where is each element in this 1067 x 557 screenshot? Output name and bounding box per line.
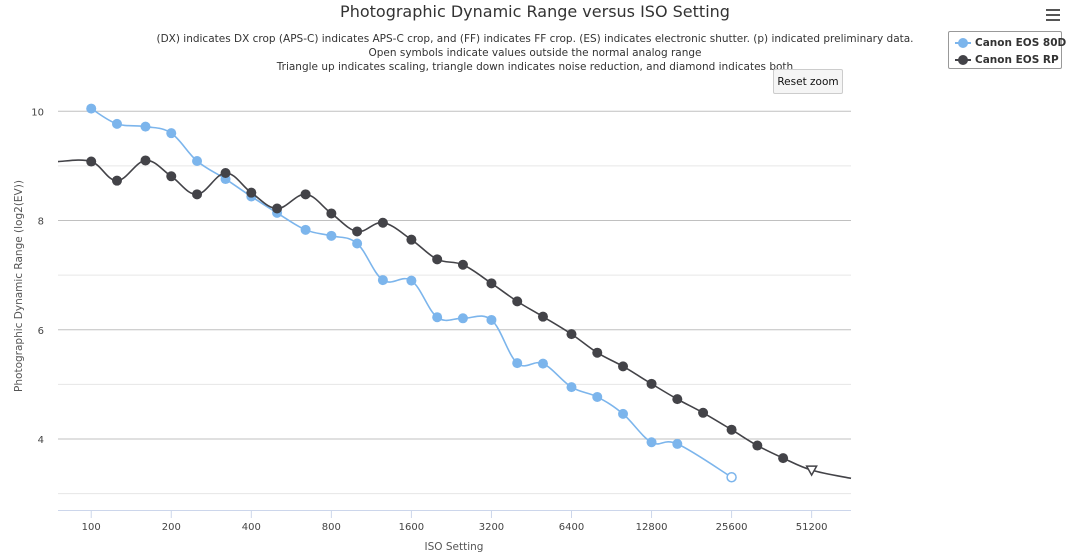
- y-tick-label: 4: [38, 435, 44, 446]
- data-point: [537, 311, 548, 322]
- data-point: [537, 358, 548, 369]
- data-point-open: [726, 471, 737, 483]
- chart-subtitle-line: Open symbols indicate values outside the…: [368, 47, 701, 59]
- x-tick-label: 800: [322, 522, 341, 533]
- data-point: [140, 121, 151, 132]
- legend-marker-icon: [955, 37, 971, 49]
- data-point: [566, 382, 577, 393]
- data-point: [698, 407, 709, 418]
- data-point: [432, 312, 443, 323]
- data-point: [272, 203, 283, 214]
- data-point: [672, 438, 683, 449]
- hamburger-menu-icon[interactable]: [1044, 6, 1064, 24]
- legend-label: Canon EOS RP: [975, 54, 1059, 66]
- data-point: [726, 424, 737, 435]
- x-axis-title: ISO Setting: [425, 541, 484, 553]
- data-point: [512, 296, 523, 307]
- data-point: [111, 118, 122, 129]
- series-line: [90, 107, 733, 478]
- data-point: [377, 217, 388, 228]
- data-point: [457, 313, 468, 324]
- series-layer: [57, 103, 852, 483]
- legend-marker-icon: [955, 54, 971, 66]
- data-point: [618, 361, 629, 372]
- data-point: [566, 329, 577, 340]
- x-tick-label: 25600: [716, 522, 748, 533]
- data-point: [140, 155, 151, 166]
- data-point: [432, 254, 443, 265]
- data-point: [86, 103, 97, 114]
- data-point: [646, 437, 657, 448]
- data-point: [192, 156, 203, 167]
- legend-label: Canon EOS 80D: [975, 37, 1067, 49]
- data-point: [326, 230, 337, 241]
- data-point: [300, 189, 311, 200]
- data-point: [220, 168, 231, 179]
- data-point: [166, 171, 177, 182]
- data-point: [778, 453, 789, 464]
- data-point: [326, 208, 337, 219]
- chart-subtitle-line: Triangle up indicates scaling, triangle …: [276, 61, 793, 73]
- y-tick-label: 10: [31, 107, 44, 118]
- data-point: [192, 189, 203, 200]
- y-axis-title: Photographic Dynamic Range (log2(EV)): [13, 180, 25, 392]
- reset-zoom-button[interactable]: Reset zoom: [773, 69, 843, 94]
- data-point: [672, 394, 683, 405]
- chart-subtitle-line: (DX) indicates DX crop (APS-C) indicates…: [156, 33, 913, 45]
- x-tick-label: 100: [82, 522, 101, 533]
- x-tick-label: 3200: [479, 522, 504, 533]
- x-tick-label: 400: [242, 522, 261, 533]
- x-tick-label: 51200: [796, 522, 828, 533]
- data-point: [352, 226, 363, 237]
- data-point: [377, 275, 388, 286]
- data-point: [111, 175, 122, 186]
- menu-bar: [1046, 19, 1060, 21]
- chart-title: Photographic Dynamic Range versus ISO Se…: [340, 2, 730, 21]
- data-point: [592, 391, 603, 402]
- data-point: [592, 347, 603, 358]
- data-point: [618, 408, 629, 419]
- legend: Canon EOS 80D Canon EOS RP: [948, 31, 1066, 69]
- data-point: [352, 238, 363, 249]
- menu-bar: [1046, 14, 1060, 16]
- x-tick-label: 6400: [559, 522, 584, 533]
- y-tick-label: 6: [38, 326, 44, 337]
- data-point: [486, 278, 497, 289]
- grid-layer: [58, 110, 851, 495]
- y-tick-label: 8: [38, 217, 44, 228]
- data-point: [246, 187, 257, 198]
- data-point: [486, 314, 497, 325]
- reset-zoom-label: Reset zoom: [777, 75, 839, 88]
- data-point: [406, 275, 417, 286]
- axis-layer: 4 6 8 10 100 200 400 800 1600 3200 6400 12800 25600 5…: [31, 107, 851, 533]
- data-point-triangle-down: [805, 465, 818, 477]
- menu-bar: [1046, 9, 1060, 11]
- x-tick-label: 1600: [399, 522, 424, 533]
- data-point: [512, 358, 523, 369]
- data-point: [86, 156, 97, 167]
- data-point: [646, 378, 657, 389]
- data-point: [166, 128, 177, 139]
- legend-item-canon-eos-rp[interactable]: Canon EOS RP: [955, 52, 1059, 68]
- x-tick-label: 200: [162, 522, 181, 533]
- data-point: [300, 224, 311, 235]
- data-point: [752, 440, 763, 451]
- legend-item-canon-eos-80d[interactable]: Canon EOS 80D: [955, 35, 1066, 51]
- x-tick-label: 12800: [636, 522, 668, 533]
- data-point: [457, 259, 468, 270]
- data-point: [406, 234, 417, 245]
